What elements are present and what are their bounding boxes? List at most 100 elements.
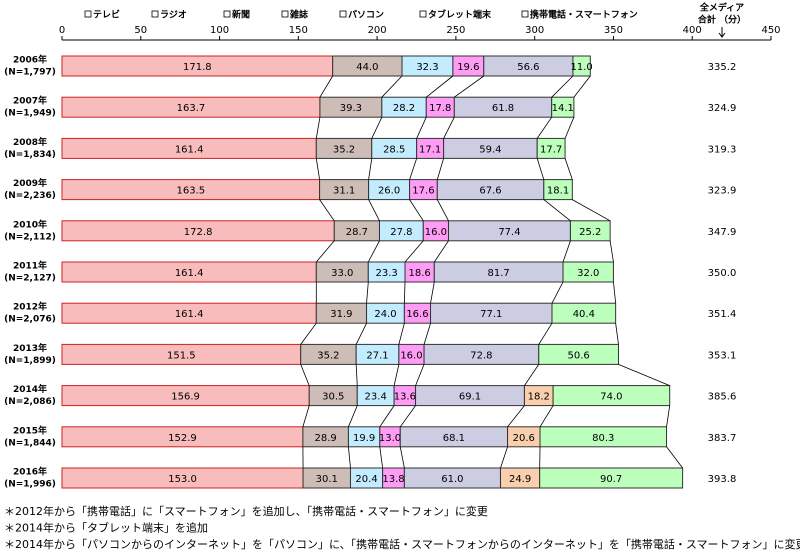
category-label: 2015年: [13, 424, 47, 436]
x-tick-label: 0: [59, 25, 65, 36]
value-label: 27.8: [390, 227, 412, 238]
value-label: 163.7: [177, 103, 206, 114]
total-label: 323.9: [708, 186, 737, 197]
connector: [538, 322, 553, 345]
connector: [666, 405, 671, 427]
value-label: 74.0: [600, 392, 622, 403]
legend-label: 雑誌: [289, 9, 308, 21]
value-label: 81.7: [488, 268, 510, 279]
value-label: 59.4: [479, 144, 501, 155]
value-label: 13.0: [379, 433, 401, 444]
bar-segment: [552, 385, 671, 407]
bar-segment: [539, 467, 684, 489]
category-note: (N=1,996): [4, 480, 56, 490]
connector: [572, 199, 611, 222]
value-label: 50.6: [567, 350, 589, 361]
connector: [615, 323, 619, 345]
connector: [371, 117, 383, 139]
value-label: 16.0: [400, 350, 422, 361]
total-label: 347.9: [708, 227, 737, 238]
value-label: 171.8: [183, 62, 212, 73]
value-label: 156.9: [171, 392, 200, 403]
value-label: 152.9: [168, 433, 197, 444]
value-label: 17.7: [540, 144, 562, 155]
value-label: 13.6: [394, 392, 416, 403]
connector: [426, 75, 454, 98]
category-label: 2011年: [13, 260, 47, 272]
category-label: 2010年: [13, 218, 47, 230]
connector: [436, 199, 449, 221]
category-label: 2008年: [13, 136, 47, 148]
value-label: 32.0: [577, 268, 599, 279]
note: ＊2012年から「携帯電話」に「スマートフォン」を追加し、「携帯電話・スマートフ…: [4, 504, 488, 518]
value-label: 18.6: [409, 268, 431, 279]
total-label: 350.0: [708, 268, 737, 279]
value-label: 28.7: [346, 227, 368, 238]
value-label: 28.5: [383, 144, 405, 155]
x-tick-label: 200: [368, 25, 387, 36]
category-note: (N=1,844): [4, 438, 56, 448]
category-note: (N=2,086): [4, 397, 56, 407]
value-label: 77.1: [480, 309, 502, 320]
category-label: 2012年: [13, 301, 47, 313]
legend-label: ラジオ: [160, 10, 187, 21]
connector: [368, 199, 380, 221]
connector: [409, 199, 424, 222]
value-label: 33.0: [331, 268, 353, 279]
connector: [315, 240, 335, 263]
value-label: 24.9: [509, 474, 531, 485]
x-tick-label: 150: [289, 25, 308, 36]
connector: [436, 158, 444, 180]
connector: [404, 240, 424, 263]
category-label: 2014年: [13, 383, 47, 395]
value-label: 153.0: [168, 474, 197, 485]
connector: [551, 281, 564, 304]
legend-label: テレビ: [93, 9, 120, 21]
connector: [454, 75, 485, 98]
connector: [551, 75, 574, 98]
value-label: 20.4: [355, 474, 377, 485]
category-label: 2013年: [13, 342, 47, 354]
connector: [564, 158, 573, 180]
category-note: (N=1,834): [4, 150, 56, 160]
legend-label: タブレット端末: [428, 9, 492, 21]
value-label: 69.1: [459, 392, 481, 403]
value-label: 28.2: [393, 103, 415, 114]
value-label: 16.6: [406, 309, 428, 320]
connector: [415, 364, 425, 386]
connector: [562, 240, 571, 263]
value-label: 151.5: [167, 350, 196, 361]
note: ＊2014年から「パソコンからのインターネット」を「パソコン」に、「携帯電話・ス…: [4, 537, 800, 551]
connector: [300, 322, 317, 345]
x-tick-label: 350: [604, 25, 623, 36]
connector: [315, 158, 320, 180]
value-label: 20.6: [513, 433, 535, 444]
connector: [348, 446, 351, 469]
value-label: 17.1: [419, 144, 441, 155]
total-label: 383.7: [708, 433, 737, 444]
value-label: 23.4: [365, 392, 387, 403]
connector: [666, 446, 683, 469]
value-label: 24.0: [374, 309, 396, 320]
connector: [433, 240, 449, 263]
legend-swatch: [521, 10, 529, 18]
connector: [379, 405, 395, 428]
value-label: 14.1: [552, 103, 574, 114]
connector: [319, 199, 335, 222]
total-label: 393.8: [708, 474, 737, 485]
connector: [398, 323, 405, 345]
category-label: 2016年: [13, 466, 47, 478]
legend-swatch: [281, 10, 289, 18]
totals-unit: 合計 （分）: [698, 14, 746, 26]
value-label: 18.1: [547, 186, 569, 197]
total-label: 324.9: [708, 103, 737, 114]
value-label: 19.6: [457, 62, 479, 73]
connector: [500, 446, 508, 469]
connector: [423, 323, 431, 345]
value-label: 35.2: [317, 350, 339, 361]
bar-segment: [562, 261, 614, 283]
connector: [366, 281, 369, 304]
bar-segment: [551, 96, 575, 118]
legend-swatch: [151, 10, 159, 18]
